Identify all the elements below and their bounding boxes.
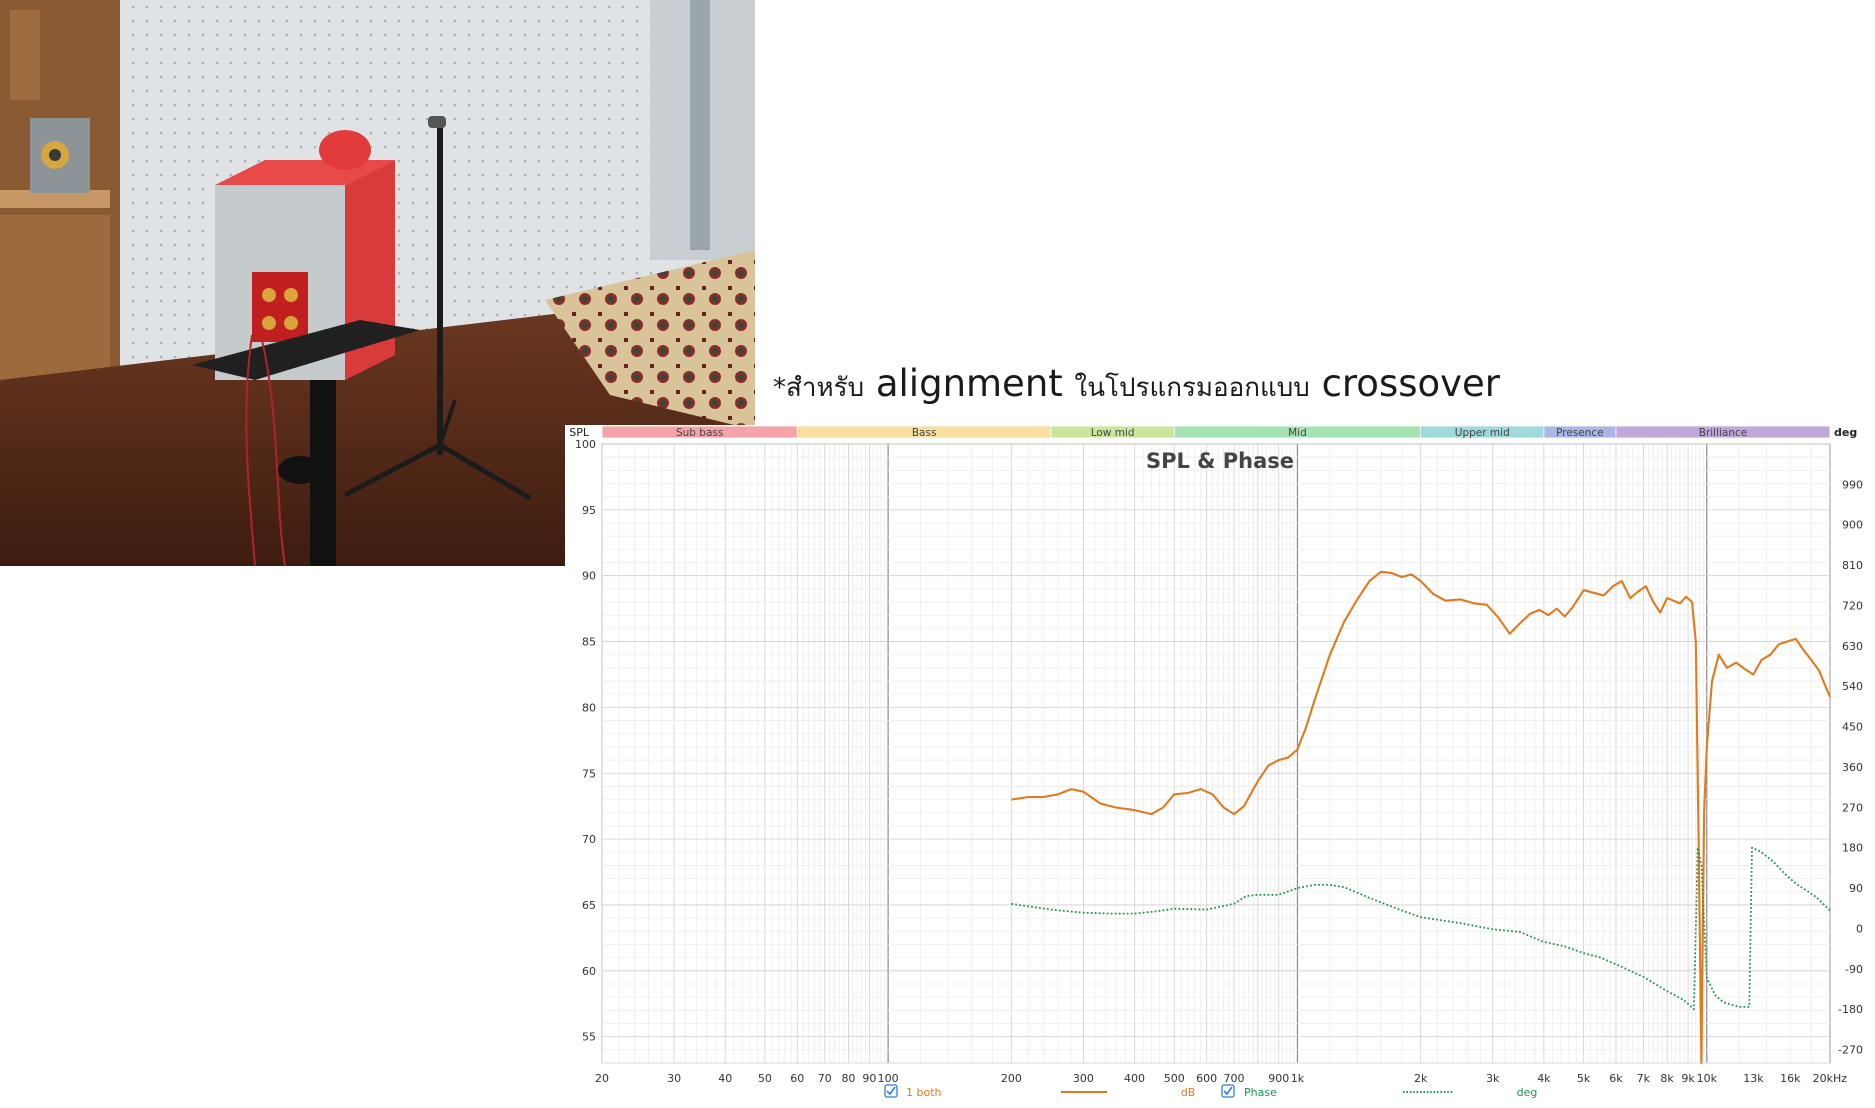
y-left-tick-label: 55 [582, 1031, 596, 1044]
y-right-tick-label: 90 [1849, 882, 1863, 895]
x-tick-label: 7k [1637, 1072, 1651, 1085]
x-tick-label: 20 [595, 1072, 609, 1085]
caption-word-crossover: crossover [1321, 362, 1501, 405]
caption: *สำหรับ alignment ในโปรแกรมออกแบบ crosso… [773, 362, 1500, 408]
x-tick-label: 60 [790, 1072, 804, 1085]
y-right-axis-label: deg [1834, 426, 1857, 439]
x-tick-label: 20kHz [1813, 1072, 1848, 1085]
x-tick-label: 16k [1780, 1072, 1801, 1085]
band-label: Bass [912, 427, 937, 439]
series-line-phase [1011, 846, 1831, 1011]
legend-check-mark [886, 1086, 896, 1096]
y-right-tick-label: 450 [1842, 721, 1863, 734]
y-left-tick-label: 60 [582, 965, 596, 978]
x-tick-label: 600 [1196, 1072, 1217, 1085]
y-right-tick-label: 270 [1842, 801, 1863, 814]
y-right-tick-label: 360 [1842, 761, 1863, 774]
legend-unit: deg [1517, 1086, 1538, 1099]
y-right-tick-label: 810 [1842, 559, 1863, 572]
band-label: Brilliance [1699, 427, 1748, 439]
legend-check-mark [1223, 1086, 1233, 1096]
x-tick-label: 700 [1224, 1072, 1245, 1085]
y-right-tick-label: 720 [1842, 599, 1863, 612]
y-right-tick-label: 990 [1842, 478, 1863, 491]
y-left-tick-label: 80 [582, 701, 596, 714]
x-tick-label: 2k [1414, 1072, 1428, 1085]
band-brilliance [1615, 425, 1831, 439]
y-right-tick-label: 0 [1856, 922, 1863, 935]
x-tick-label: 90 [862, 1072, 876, 1085]
x-tick-label: 3k [1486, 1072, 1500, 1085]
x-tick-label: 6k [1609, 1072, 1623, 1085]
series-line-1-both [1011, 570, 1831, 1065]
chart-title: SPL & Phase [1146, 449, 1294, 473]
x-tick-label: 5k [1577, 1072, 1591, 1085]
y-right-tick-label: 900 [1842, 519, 1863, 532]
y-right-tick-label: -270 [1838, 1044, 1863, 1057]
x-tick-label: 8k [1660, 1072, 1674, 1085]
legend-label: Phase [1244, 1086, 1277, 1099]
x-tick-label: 300 [1073, 1072, 1094, 1085]
x-tick-label: 30 [667, 1072, 681, 1085]
band-label: Sub bass [676, 427, 723, 439]
y-left-tick-label: 65 [582, 899, 596, 912]
x-tick-label: 1k [1291, 1072, 1305, 1085]
caption-word-alignment: alignment [875, 362, 1063, 405]
y-right-tick-label: -180 [1838, 1003, 1863, 1016]
caption-prefix: *สำหรับ [773, 373, 865, 403]
band-label: Mid [1288, 427, 1307, 439]
y-left-tick-label: 95 [582, 504, 596, 517]
legend-checkbox [884, 1084, 898, 1098]
x-tick-label: 200 [1001, 1072, 1022, 1085]
x-tick-label: 900 [1268, 1072, 1289, 1085]
y-left-axis-label: SPL [569, 426, 590, 439]
x-tick-label: 400 [1124, 1072, 1145, 1085]
x-tick-label: 4k [1537, 1072, 1551, 1085]
x-tick-label: 40 [718, 1072, 732, 1085]
y-right-tick-label: 180 [1842, 842, 1863, 855]
x-tick-label: 80 [841, 1072, 855, 1085]
x-tick-label: 13k [1743, 1072, 1764, 1085]
x-tick-label: 100 [878, 1072, 899, 1085]
x-tick-label: 9k [1681, 1072, 1695, 1085]
y-right-tick-label: 540 [1842, 680, 1863, 693]
y-right-tick-label: 630 [1842, 640, 1863, 653]
x-tick-label: 500 [1164, 1072, 1185, 1085]
legend-unit: dB [1181, 1086, 1196, 1099]
legend-checkbox [1221, 1084, 1235, 1098]
y-left-tick-label: 75 [582, 767, 596, 780]
x-tick-label: 70 [818, 1072, 832, 1085]
y-left-tick-label: 90 [582, 570, 596, 583]
y-left-tick-label: 70 [582, 833, 596, 846]
band-label: Presence [1556, 427, 1604, 439]
y-left-tick-label: 100 [575, 438, 596, 451]
y-left-tick-label: 85 [582, 636, 596, 649]
legend-label: 1 both [906, 1086, 942, 1099]
spl-phase-chart: Sub bass Bass Low mid Mid Upper mid Presence B… [565, 425, 1875, 1103]
x-tick-label: 10k [1697, 1072, 1718, 1085]
band-label: Upper mid [1455, 427, 1510, 439]
band-label: Low mid [1091, 427, 1135, 439]
x-tick-label: 50 [758, 1072, 772, 1085]
y-right-tick-label: -90 [1845, 963, 1863, 976]
caption-middle: ในโปรแกรมออกแบบ [1074, 373, 1310, 403]
